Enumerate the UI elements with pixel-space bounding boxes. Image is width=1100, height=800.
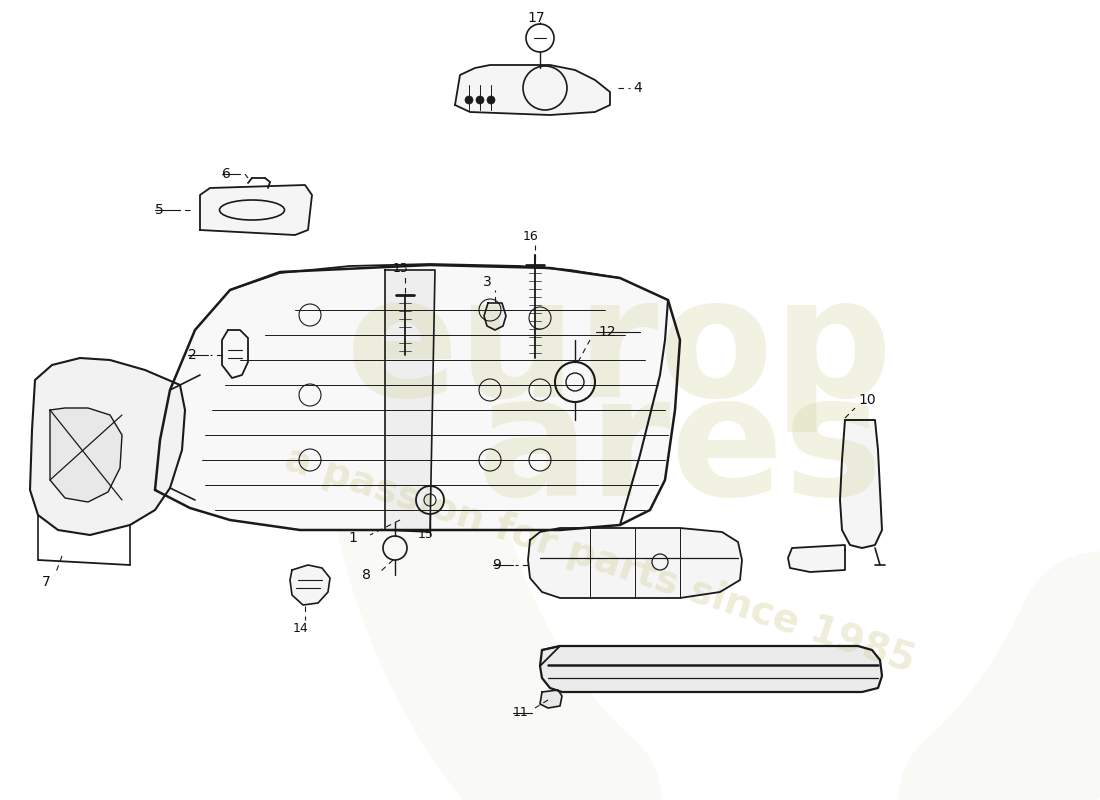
Text: 14: 14 — [293, 622, 309, 634]
Polygon shape — [222, 330, 248, 378]
Text: 7: 7 — [42, 575, 51, 589]
Text: 16: 16 — [522, 230, 539, 243]
Text: 12: 12 — [598, 325, 616, 339]
Text: 10: 10 — [858, 393, 876, 407]
Polygon shape — [50, 408, 122, 502]
Text: 5: 5 — [155, 203, 164, 217]
Polygon shape — [540, 646, 882, 692]
Polygon shape — [385, 270, 435, 532]
Polygon shape — [290, 565, 330, 605]
Polygon shape — [455, 65, 610, 115]
Polygon shape — [528, 528, 742, 598]
Text: 8: 8 — [362, 568, 371, 582]
Text: ares: ares — [476, 369, 883, 531]
Polygon shape — [484, 303, 506, 330]
Text: 3: 3 — [483, 275, 492, 289]
Text: 17: 17 — [527, 11, 544, 25]
Polygon shape — [200, 185, 312, 235]
Circle shape — [476, 96, 484, 104]
Text: 2: 2 — [188, 348, 197, 362]
Text: 4: 4 — [632, 81, 641, 95]
Text: 15: 15 — [418, 529, 433, 542]
Polygon shape — [155, 265, 680, 530]
Text: 1: 1 — [348, 531, 356, 545]
Text: 9: 9 — [492, 558, 500, 572]
Circle shape — [487, 96, 495, 104]
Text: 13: 13 — [393, 262, 409, 274]
Polygon shape — [540, 690, 562, 708]
Text: 6: 6 — [222, 167, 231, 181]
Text: 11: 11 — [513, 706, 529, 719]
Text: a passion for parts since 1985: a passion for parts since 1985 — [280, 440, 920, 680]
Text: europ: europ — [346, 269, 893, 431]
Polygon shape — [788, 545, 845, 572]
Polygon shape — [840, 420, 882, 548]
Polygon shape — [30, 358, 185, 535]
Circle shape — [465, 96, 473, 104]
